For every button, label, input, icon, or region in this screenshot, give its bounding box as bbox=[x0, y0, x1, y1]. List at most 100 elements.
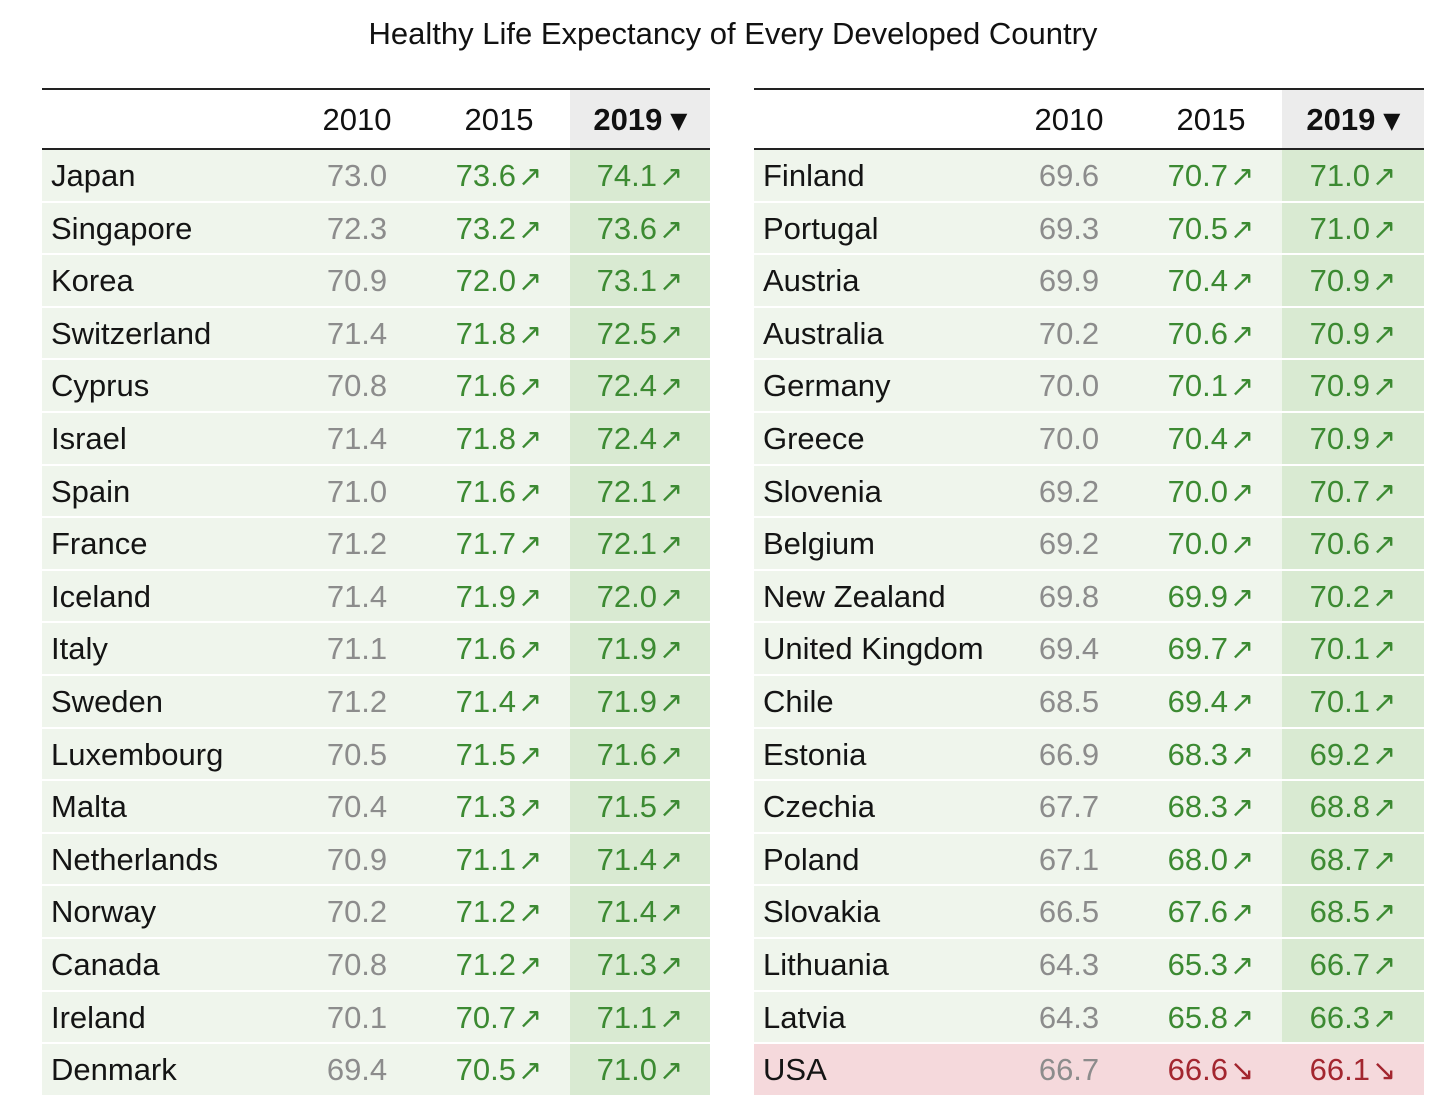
trend-up-icon: ↗ bbox=[1230, 529, 1255, 562]
trend-up-icon: ↗ bbox=[518, 161, 543, 193]
value-2019-text: 72.1 bbox=[596, 473, 658, 509]
value-2019: 70.1↗ bbox=[1282, 623, 1424, 674]
value-2015: 70.7↗ bbox=[428, 991, 570, 1043]
trend-up-icon: ↗ bbox=[518, 739, 543, 772]
table-row: Singapore 72.3 73.2↗ 73.6↗ bbox=[42, 202, 710, 256]
value-2019-text: 71.0 bbox=[596, 1052, 658, 1088]
value-2019-text: 68.7 bbox=[1309, 841, 1371, 877]
value-2015-text: 70.7 bbox=[1167, 158, 1229, 193]
trend-up-icon: ↗ bbox=[1230, 476, 1255, 509]
value-2010: 70.0 bbox=[998, 412, 1140, 464]
trend-up-icon: ↗ bbox=[518, 213, 543, 246]
value-2015-text: 71.2 bbox=[455, 946, 517, 982]
table-row: Cyprus 70.8 71.6↗ 72.4↗ bbox=[42, 360, 710, 413]
column-header-2010[interactable]: 2010 bbox=[322, 102, 392, 137]
value-2015-text: 71.8 bbox=[455, 315, 517, 351]
table-row: Luxembourg 70.5 71.5↗ 71.6↗ bbox=[42, 728, 710, 782]
table-row: Czechia 67.7 68.3↗ 68.8↗ bbox=[754, 781, 1424, 834]
country-name: Iceland bbox=[42, 570, 286, 622]
value-2015: 68.3↗ bbox=[1140, 781, 1282, 832]
country-name: Italy bbox=[42, 623, 286, 674]
value-2010: 67.1 bbox=[998, 833, 1140, 885]
trend-up-icon: ↗ bbox=[518, 686, 543, 719]
column-header-2015[interactable]: 2015 bbox=[464, 102, 534, 137]
value-2015-text: 70.0 bbox=[1167, 473, 1229, 509]
country-name: Cyprus bbox=[42, 360, 286, 411]
trend-up-icon: ↗ bbox=[518, 476, 543, 509]
value-2019: 66.1↘ bbox=[1282, 1044, 1424, 1095]
value-2019: 71.1↗ bbox=[570, 991, 710, 1043]
value-2019-text: 71.4 bbox=[596, 894, 658, 930]
table-row: Germany 70.0 70.1↗ 70.9↗ bbox=[754, 360, 1424, 413]
trend-up-icon: ↗ bbox=[1230, 792, 1255, 825]
trend-up-icon: ↗ bbox=[1230, 161, 1255, 193]
value-2019: 73.6↗ bbox=[570, 202, 710, 254]
value-2019-text: 72.4 bbox=[596, 368, 658, 404]
value-2019-text: 71.9 bbox=[596, 683, 658, 719]
value-2015: 65.3↗ bbox=[1140, 938, 1282, 990]
table-row: Greece 70.0 70.4↗ 70.9↗ bbox=[754, 412, 1424, 466]
value-2015: 71.4↗ bbox=[428, 675, 570, 727]
value-2015-text: 71.6 bbox=[455, 631, 517, 667]
value-2015: 71.6↗ bbox=[428, 465, 570, 517]
value-2019-text: 70.6 bbox=[1309, 526, 1371, 562]
trend-up-icon: ↗ bbox=[659, 949, 684, 982]
value-2019: 72.4↗ bbox=[570, 360, 710, 411]
trend-up-icon: ↗ bbox=[1230, 266, 1255, 299]
value-2019: 71.4↗ bbox=[570, 886, 710, 937]
value-2010: 64.3 bbox=[998, 991, 1140, 1043]
value-2019-text: 71.6 bbox=[596, 736, 658, 772]
value-2015: 72.0↗ bbox=[428, 255, 570, 306]
table-row: Norway 70.2 71.2↗ 71.4↗ bbox=[42, 886, 710, 939]
value-2015-text: 71.1 bbox=[455, 841, 517, 877]
trend-up-icon: ↗ bbox=[659, 739, 684, 772]
column-header-2019-sorted[interactable]: 2019 ▾ bbox=[570, 90, 710, 148]
value-2019-text: 71.3 bbox=[596, 946, 658, 982]
trend-up-icon: ↗ bbox=[1230, 897, 1255, 930]
trend-up-icon: ↗ bbox=[518, 1055, 543, 1088]
value-2015-text: 71.2 bbox=[455, 894, 517, 930]
value-2015-text: 65.3 bbox=[1167, 946, 1229, 982]
table-row: Slovenia 69.2 70.0↗ 70.7↗ bbox=[754, 465, 1424, 519]
country-name: Germany bbox=[754, 360, 998, 411]
country-name: Netherlands bbox=[42, 833, 286, 885]
value-2019-text: 70.9 bbox=[1309, 420, 1371, 456]
chart-title: Healthy Life Expectancy of Every Develop… bbox=[368, 16, 1098, 51]
trend-up-icon: ↗ bbox=[1372, 318, 1397, 351]
table-row: Israel 71.4 71.8↗ 72.4↗ bbox=[42, 412, 710, 466]
value-2015-text: 68.3 bbox=[1167, 736, 1229, 772]
trend-up-icon: ↗ bbox=[1372, 266, 1397, 299]
value-2019-text: 72.1 bbox=[596, 526, 658, 562]
value-2019: 72.1↗ bbox=[570, 465, 710, 517]
value-2015-text: 69.4 bbox=[1167, 683, 1229, 719]
value-2019: 71.5↗ bbox=[570, 781, 710, 832]
value-2010: 67.7 bbox=[998, 781, 1140, 832]
trend-up-icon: ↗ bbox=[518, 1002, 543, 1035]
value-2010: 70.8 bbox=[286, 938, 428, 990]
trend-up-icon: ↗ bbox=[1372, 634, 1397, 667]
value-2019-text: 71.1 bbox=[596, 999, 658, 1035]
trend-up-icon: ↗ bbox=[1372, 581, 1397, 614]
trend-up-icon: ↗ bbox=[659, 371, 684, 404]
table-header-right: 2010 2015 2019 ▾ bbox=[754, 90, 1424, 150]
column-header-2019-sorted[interactable]: 2019 ▾ bbox=[1282, 90, 1424, 148]
trend-up-icon: ↗ bbox=[1230, 949, 1255, 982]
value-2015: 66.6↘ bbox=[1140, 1044, 1282, 1095]
table-row: Ireland 70.1 70.7↗ 71.1↗ bbox=[42, 991, 710, 1045]
value-2010: 71.4 bbox=[286, 412, 428, 464]
column-header-2010[interactable]: 2010 bbox=[1034, 102, 1104, 137]
column-header-2015[interactable]: 2015 bbox=[1176, 102, 1246, 137]
value-2015: 69.4↗ bbox=[1140, 675, 1282, 727]
country-name: France bbox=[42, 518, 286, 569]
trend-up-icon: ↗ bbox=[659, 634, 684, 667]
value-2010: 69.4 bbox=[998, 623, 1140, 674]
value-2019: 72.1↗ bbox=[570, 518, 710, 569]
value-2019: 70.9↗ bbox=[1282, 360, 1424, 411]
trend-up-icon: ↗ bbox=[659, 318, 684, 351]
value-2015: 70.1↗ bbox=[1140, 360, 1282, 411]
table-row: Portugal 69.3 70.5↗ 71.0↗ bbox=[754, 202, 1424, 256]
trend-up-icon: ↗ bbox=[1230, 581, 1255, 614]
trend-up-icon: ↗ bbox=[1372, 897, 1397, 930]
value-2015: 71.2↗ bbox=[428, 938, 570, 990]
table-row: Austria 69.9 70.4↗ 70.9↗ bbox=[754, 255, 1424, 308]
